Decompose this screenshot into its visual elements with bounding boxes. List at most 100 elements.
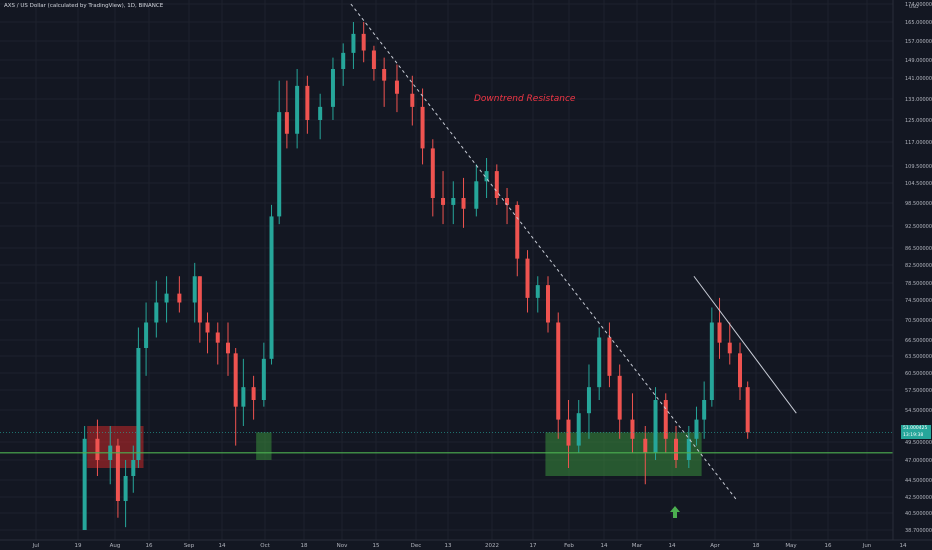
price-tick-label: 92.500000 <box>905 224 932 230</box>
time-tick-label: 19 <box>75 543 82 549</box>
candle-body <box>686 438 691 460</box>
time-tick-label: Dec <box>411 543 422 549</box>
time-tick-label: May <box>785 543 797 549</box>
time-tick-label: 14 <box>669 543 676 549</box>
chart-grid <box>0 0 904 540</box>
candle-body <box>709 322 714 400</box>
price-tick-label: 42.500000 <box>905 495 932 501</box>
candle-body <box>394 80 399 94</box>
price-tick-label: 109.500000 <box>905 164 932 170</box>
candle-body <box>241 387 246 407</box>
time-tick-label: 18 <box>753 543 760 549</box>
downtrend-resistance-label: Downtrend Resistance <box>474 94 576 104</box>
candle-body <box>607 337 612 376</box>
candle-body <box>269 216 274 359</box>
candle-body <box>197 276 202 323</box>
price-tick-label: 60.500000 <box>905 371 932 377</box>
candle-body <box>361 33 366 51</box>
candle-body <box>318 106 323 120</box>
price-axis: 174.000000 165.000000 157.000000 149.000000… <box>892 0 932 550</box>
candle-body <box>154 302 159 323</box>
candle-body <box>597 337 602 388</box>
candle-body <box>674 438 678 460</box>
price-tick-label: 74.500000 <box>905 298 932 304</box>
candle-body <box>371 50 376 69</box>
candle-body <box>136 348 141 460</box>
candle-body <box>261 358 266 400</box>
highlight-zones <box>87 426 702 476</box>
price-tick-label: 98.500000 <box>905 201 932 207</box>
candle-body <box>566 419 571 446</box>
candle-body <box>441 198 446 205</box>
candle-body <box>738 353 742 388</box>
time-tick-label: Nov <box>337 543 348 549</box>
last-price-countdown: 13:19:38 <box>903 433 924 438</box>
price-tick-label: 54.500000 <box>905 408 932 414</box>
last-price-value: 51.000425 <box>903 426 928 431</box>
candle-body <box>745 387 750 433</box>
price-tick-label: 38.700000 <box>905 528 932 534</box>
price-tick-label: 40.500000 <box>905 511 932 517</box>
time-tick-label: 2022 <box>485 543 499 549</box>
time-tick-label: Mar <box>632 543 643 549</box>
candle-body <box>494 171 499 198</box>
candle-body <box>484 171 489 182</box>
candle-body <box>586 387 591 414</box>
price-tick-label: 165.000000 <box>905 20 932 26</box>
price-tick-label: 133.000000 <box>905 97 932 103</box>
candle-body <box>123 476 128 501</box>
drawn-lines <box>0 3 893 502</box>
price-tick-label: 70.500000 <box>905 318 932 324</box>
candle-body <box>515 204 520 259</box>
time-tick-label: 14 <box>601 543 608 549</box>
price-tick-label: 157.000000 <box>905 39 932 45</box>
candle-body <box>617 375 622 420</box>
time-tick-label: Feb <box>564 543 574 549</box>
time-tick-label: 14 <box>219 543 226 549</box>
candle-body <box>727 342 732 354</box>
price-tick-label: 117.000000 <box>905 140 932 146</box>
candle-body <box>643 438 648 453</box>
price-tick-label: 66.500000 <box>905 338 932 344</box>
candle-body <box>215 332 220 343</box>
candle-body <box>653 400 658 453</box>
candle-body <box>251 387 256 400</box>
time-tick-label: Jun <box>862 543 872 549</box>
candle-body <box>330 69 335 107</box>
price-tick-label: 47.000000 <box>905 458 932 464</box>
candle-body <box>382 69 387 81</box>
candle-body <box>546 285 550 323</box>
candlestick-series <box>82 22 750 530</box>
price-tick-label: 141.000000 <box>905 76 932 82</box>
last-price-badge: 51.000425 13:19:38 <box>901 425 931 439</box>
candle-body <box>131 460 136 476</box>
candle-body <box>341 52 346 69</box>
candle-body <box>430 148 435 198</box>
candle-body <box>226 342 230 354</box>
candle-body <box>82 438 87 530</box>
time-tick-label: 13 <box>445 543 452 549</box>
candle-body <box>351 33 356 53</box>
candle-body <box>144 322 149 348</box>
candle-body <box>461 198 466 209</box>
candle-body <box>694 419 699 439</box>
price-tick-label: 125.000000 <box>905 118 932 124</box>
price-tick-label: 63.500000 <box>905 354 932 360</box>
downtrend-resistance-line <box>350 3 738 502</box>
candle-body <box>576 413 581 446</box>
price-tick-label: 149.000000 <box>905 58 932 64</box>
price-axis-bg <box>893 0 932 550</box>
time-tick-label: Sep <box>184 543 195 549</box>
candle-body <box>410 93 415 107</box>
time-tick-label: 16 <box>146 543 153 549</box>
green-zone <box>256 432 272 460</box>
time-tick-label: Apr <box>710 543 720 549</box>
time-tick-label: Jul <box>32 543 40 549</box>
time-tick-label: 14 <box>900 543 907 549</box>
candle-body <box>305 85 310 120</box>
candle-body <box>295 85 300 134</box>
price-tick-label: 44.500000 <box>905 478 932 484</box>
price-tick-label: 57.500000 <box>905 388 932 394</box>
candle-body <box>717 322 722 343</box>
